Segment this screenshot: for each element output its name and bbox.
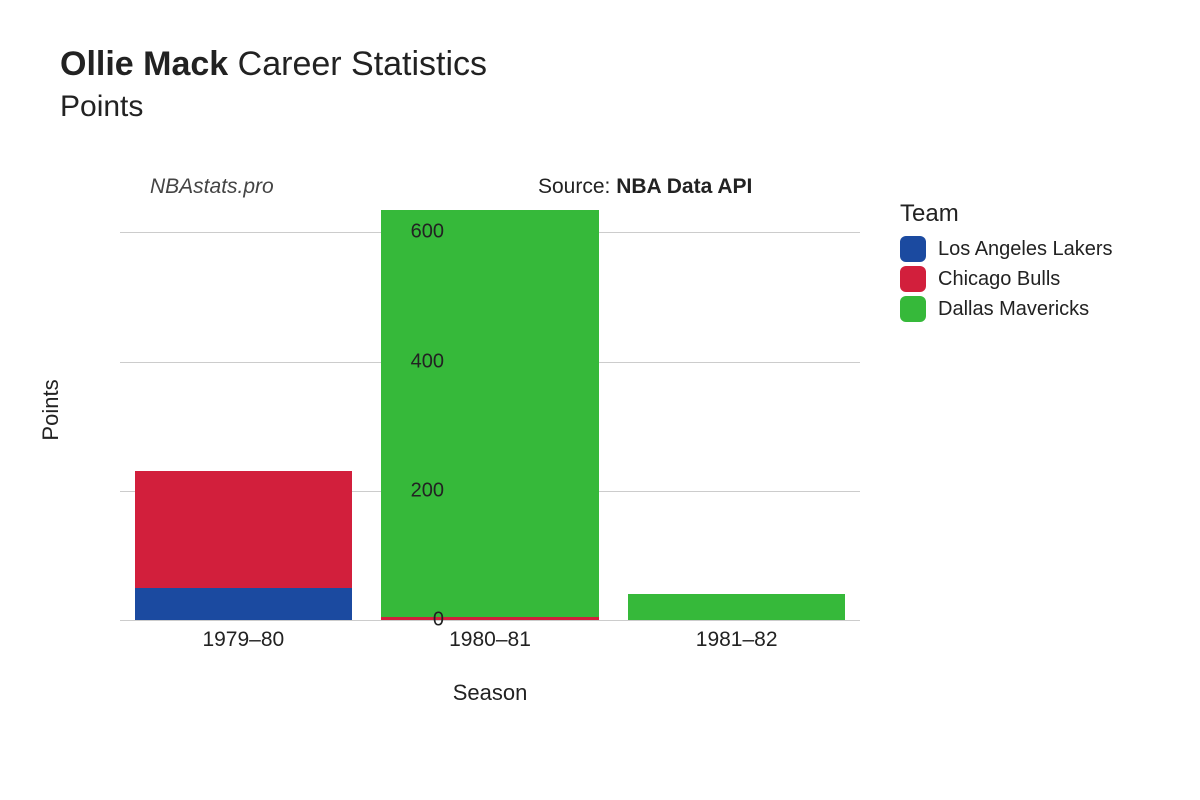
title-name: Ollie Mack xyxy=(60,45,228,83)
bar-column xyxy=(628,200,845,620)
gridline xyxy=(120,620,860,621)
legend-swatch xyxy=(900,266,926,292)
bar-column xyxy=(135,200,352,620)
chart-container: Ollie Mack Career Statistics Points NBAs… xyxy=(0,0,1200,800)
legend-label: Los Angeles Lakers xyxy=(938,238,1113,261)
legend-swatch xyxy=(900,296,926,322)
x-axis-title: Season xyxy=(453,680,528,706)
y-tick-label: 0 xyxy=(433,609,444,632)
legend-item: Los Angeles Lakers xyxy=(900,236,1113,262)
bar-segment xyxy=(628,594,845,620)
page-subtitle: Points xyxy=(60,90,487,124)
x-tick-label: 1981–82 xyxy=(696,628,778,652)
x-tick-label: 1980–81 xyxy=(449,628,531,652)
bar-segment xyxy=(135,471,352,587)
legend-swatch xyxy=(900,236,926,262)
legend: Team Los Angeles Lakers Chicago Bulls Dall… xyxy=(900,200,1113,326)
y-axis-title: Points xyxy=(38,379,64,440)
title-suffix: Career Statistics xyxy=(238,45,487,83)
y-tick-label: 400 xyxy=(411,350,444,373)
bar-segment xyxy=(135,588,352,620)
legend-item: Chicago Bulls xyxy=(900,266,1113,292)
bar-segment xyxy=(381,617,598,620)
page-title: Ollie Mack Career Statistics xyxy=(60,45,487,84)
watermark: NBAstats.pro xyxy=(150,175,274,199)
title-block: Ollie Mack Career Statistics Points xyxy=(60,45,487,124)
legend-label: Chicago Bulls xyxy=(938,268,1060,291)
y-tick-label: 200 xyxy=(411,479,444,502)
y-tick-label: 600 xyxy=(411,221,444,244)
legend-title: Team xyxy=(900,200,1113,228)
source-name: NBA Data API xyxy=(616,175,752,198)
legend-label: Dallas Mavericks xyxy=(938,298,1089,321)
source-prefix: Source: xyxy=(538,175,616,198)
bar-column xyxy=(381,200,598,620)
plot-area xyxy=(120,200,860,620)
source-attribution: Source: NBA Data API xyxy=(538,175,752,199)
bar-segment xyxy=(381,210,598,617)
legend-item: Dallas Mavericks xyxy=(900,296,1113,322)
x-tick-label: 1979–80 xyxy=(202,628,284,652)
